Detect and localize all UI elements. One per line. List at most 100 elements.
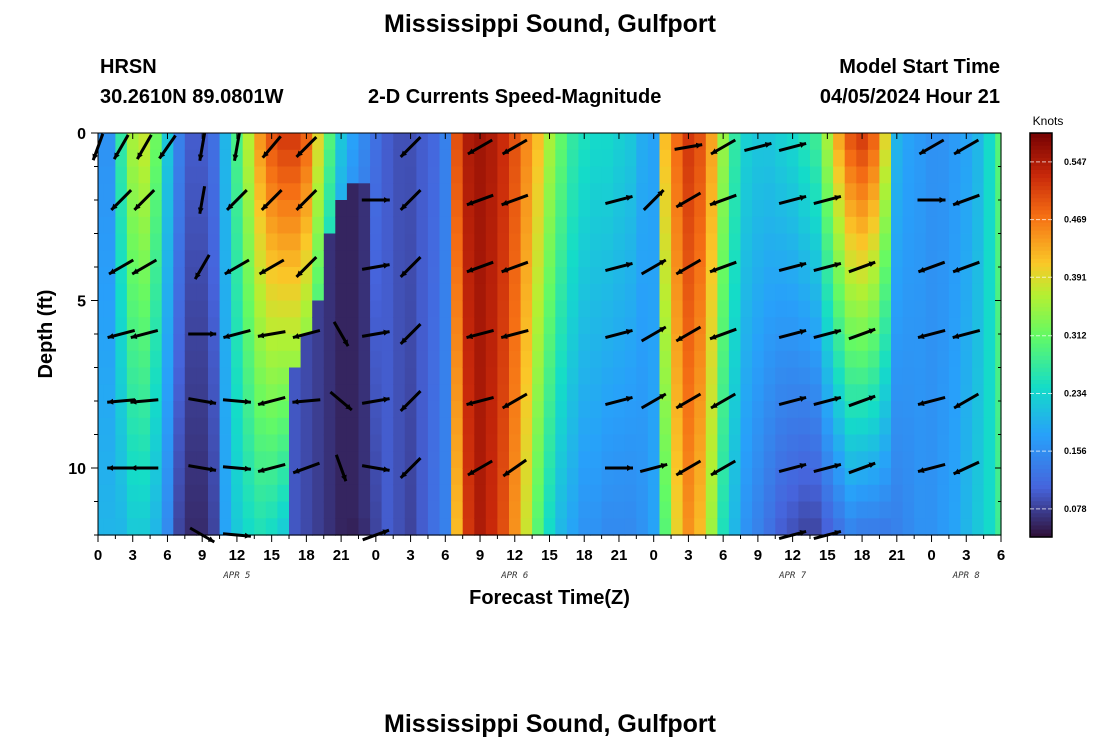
heatmap-cell <box>717 283 730 302</box>
heatmap-cell <box>323 233 336 251</box>
heatmap-cell <box>427 484 441 503</box>
heatmap-cell <box>138 133 151 151</box>
heatmap-cell <box>451 250 464 268</box>
heatmap-cell <box>566 401 580 419</box>
heatmap-cell <box>902 200 915 218</box>
x-tick-label: 15 <box>541 547 558 564</box>
heatmap-cell <box>867 334 881 352</box>
heatmap-cell <box>150 401 163 419</box>
heatmap-cell <box>867 367 881 385</box>
heatmap-cell <box>671 183 684 201</box>
heatmap-cell <box>925 267 938 285</box>
current-vector <box>709 327 737 341</box>
heatmap-cell <box>717 518 730 536</box>
heatmap-cell <box>914 384 927 402</box>
heatmap-cell <box>752 401 765 419</box>
heatmap-cell <box>752 334 765 352</box>
heatmap-cell <box>208 468 221 486</box>
heatmap-cell <box>879 350 892 369</box>
heatmap-cell <box>810 283 823 302</box>
heatmap-cell <box>254 367 267 385</box>
heatmap-cell <box>659 484 672 503</box>
heatmap-cell <box>150 133 163 151</box>
heatmap-cell <box>485 300 498 318</box>
heatmap-cell <box>462 350 475 369</box>
heatmap-cell <box>601 300 614 318</box>
colorbar-segment <box>1030 165 1052 170</box>
heatmap-cell <box>474 166 487 184</box>
heatmap-cell <box>323 468 336 486</box>
heatmap-cell <box>810 518 823 536</box>
heatmap-cell <box>555 166 568 184</box>
heatmap-cell <box>775 300 788 318</box>
heatmap-cell <box>358 451 371 469</box>
heatmap-cell <box>184 233 197 251</box>
current-vector <box>709 260 737 274</box>
heatmap-cell <box>601 401 614 419</box>
heatmap-cell <box>728 233 742 251</box>
heatmap-cell <box>613 149 626 168</box>
heatmap-cell <box>543 501 556 519</box>
heatmap-cell <box>833 468 846 486</box>
heatmap-cell <box>474 233 487 251</box>
heatmap-cell <box>520 484 533 503</box>
heatmap-cell <box>115 484 128 503</box>
heatmap-cell <box>497 317 510 335</box>
colorbar-tick-label: 0.156 <box>1064 446 1087 456</box>
heatmap-cell <box>346 484 360 503</box>
heatmap-cell <box>798 417 811 436</box>
heatmap-cell <box>694 350 707 369</box>
heatmap-cell <box>509 250 522 268</box>
heatmap-cell <box>763 434 776 452</box>
heatmap-cell <box>914 250 927 268</box>
heatmap-cell <box>219 250 232 268</box>
heatmap-cell <box>173 451 186 469</box>
heatmap-cell <box>323 267 336 285</box>
heatmap-cell <box>879 183 892 201</box>
heatmap-cell <box>150 434 163 452</box>
heatmap-cell <box>960 451 973 469</box>
heatmap-cell <box>300 367 313 385</box>
heatmap-cell <box>497 183 510 201</box>
heatmap-cell <box>810 468 823 486</box>
heatmap-cell <box>821 350 834 369</box>
colorbar-segment <box>1030 161 1052 166</box>
current-vector <box>952 260 980 274</box>
heatmap-cell <box>439 166 452 184</box>
heatmap-cell <box>451 401 464 419</box>
heatmap-cell <box>624 501 637 519</box>
heatmap-cell <box>810 133 823 151</box>
heatmap-cell <box>184 133 197 151</box>
heatmap-cell <box>346 200 360 218</box>
heatmap-cell <box>416 350 429 369</box>
heatmap-cell <box>578 267 591 285</box>
heatmap-cell <box>370 434 383 452</box>
heatmap-cell <box>184 384 197 402</box>
heatmap-cell <box>891 183 904 201</box>
current-vector <box>130 398 159 405</box>
current-vector <box>112 134 130 160</box>
heatmap-cell <box>613 468 626 486</box>
colorbar-segment <box>1030 306 1052 312</box>
heatmap-cell <box>103 183 116 201</box>
heatmap-cell <box>902 451 915 469</box>
heatmap-cell <box>404 300 417 318</box>
y-tick-label: 5 <box>77 294 86 311</box>
heatmap-cell <box>485 451 498 469</box>
heatmap-cell <box>775 183 788 201</box>
heatmap-cell <box>358 501 371 519</box>
heatmap-cell <box>786 317 799 335</box>
heatmap-cell <box>381 451 394 469</box>
heatmap-cell <box>728 216 742 235</box>
heatmap-cell <box>694 200 707 218</box>
heatmap-cell <box>555 417 568 436</box>
heatmap-cell <box>543 401 556 419</box>
heatmap-cell <box>300 484 313 503</box>
heatmap-cell <box>520 401 533 419</box>
heatmap-cell <box>416 334 429 352</box>
current-vector <box>778 462 807 474</box>
heatmap-cell <box>335 216 348 235</box>
heatmap-cell <box>983 267 996 285</box>
heatmap-cell <box>161 434 174 452</box>
heatmap-cell <box>381 233 394 251</box>
